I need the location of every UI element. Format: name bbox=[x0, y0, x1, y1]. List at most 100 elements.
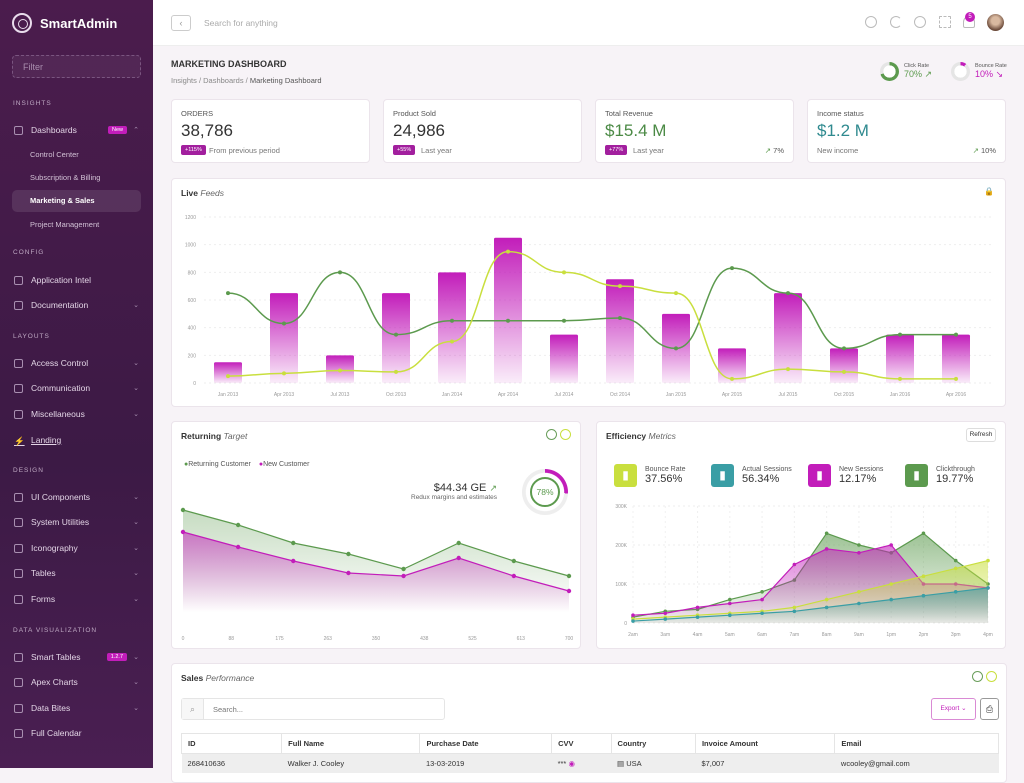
sidebar-item-landing[interactable]: ⚡ Landing bbox=[14, 435, 62, 446]
moon-icon[interactable] bbox=[890, 16, 902, 28]
fullscreen-icon[interactable] bbox=[939, 16, 951, 28]
data-point bbox=[338, 270, 342, 275]
data-point bbox=[506, 249, 510, 254]
table-row[interactable]: 268410636 Walker J. Cooley 13-03-2019 **… bbox=[181, 753, 999, 773]
kpi-total-revenue: Total Revenue $15.4 M +77% Last year ↗ 7% bbox=[595, 99, 794, 163]
bar bbox=[942, 334, 970, 383]
global-search-input[interactable]: Search for anything bbox=[204, 18, 278, 28]
y-tick-label: 200 bbox=[188, 353, 197, 359]
chat-icon bbox=[14, 383, 23, 393]
col-country[interactable]: Country bbox=[610, 733, 696, 754]
apps-icon[interactable] bbox=[914, 16, 926, 28]
avatar[interactable] bbox=[987, 14, 1004, 31]
sidebar-item-tables[interactable]: Tables ⌄ bbox=[0, 562, 153, 584]
table-search[interactable]: ⌕ Search... bbox=[181, 698, 445, 720]
sidebar-item-access-control[interactable]: Access Control ⌄ bbox=[0, 352, 153, 374]
brand[interactable]: SmartAdmin bbox=[0, 0, 153, 46]
y-tick-label: 100K bbox=[615, 582, 627, 588]
collapse-sidebar-button[interactable]: ‹ bbox=[171, 15, 191, 31]
col-cvv[interactable]: CVV bbox=[551, 733, 612, 754]
data-point bbox=[857, 601, 861, 606]
export-button[interactable]: Export ⌄ bbox=[931, 698, 976, 720]
sidebar-item-ui-components[interactable]: UI Components ⌄ bbox=[0, 486, 153, 508]
col-id[interactable]: ID bbox=[180, 733, 283, 754]
bar bbox=[718, 348, 746, 383]
sidebar-item-miscellaneous[interactable]: Miscellaneous ⌄ bbox=[0, 403, 153, 425]
eye-icon[interactable]: ◉ bbox=[568, 759, 575, 768]
x-tick-label: 525 bbox=[468, 636, 477, 642]
sidebar-item-apex-charts[interactable]: Apex Charts ⌄ bbox=[0, 671, 153, 693]
sidebar-item-subscription[interactable]: Subscription & Billing bbox=[30, 173, 101, 182]
data-point bbox=[730, 266, 734, 271]
collapse-button[interactable] bbox=[546, 429, 557, 440]
sidebar-item-system-utilities[interactable]: System Utilities ⌄ bbox=[0, 511, 153, 533]
breadcrumb-dashboards[interactable]: Dashboards bbox=[203, 76, 244, 85]
fullscreen-button[interactable] bbox=[986, 671, 997, 682]
x-tick-label: 88 bbox=[228, 636, 234, 642]
x-tick-label: 3am bbox=[660, 632, 670, 638]
sidebar-item-communication[interactable]: Communication ⌄ bbox=[0, 377, 153, 399]
data-point bbox=[728, 601, 732, 606]
sales-performance-panel: Sales Performance ⌕ Search... Export ⌄ ⎙… bbox=[171, 663, 1007, 783]
data-point bbox=[618, 315, 622, 320]
data-point bbox=[792, 605, 797, 610]
bounce-rate-donut bbox=[951, 62, 970, 81]
refresh-button[interactable]: Refresh bbox=[966, 428, 996, 442]
col-purchase-date[interactable]: Purchase Date bbox=[419, 733, 553, 754]
live-feeds-panel: Live Feeds 🔒 0 200 400 600 800 1000 1200 Jan 20… bbox=[171, 178, 1006, 407]
sidebar-filter-input[interactable]: Filter bbox=[12, 55, 141, 78]
x-tick-label: 9am bbox=[854, 632, 864, 638]
sidebar-item-forms[interactable]: Forms ⌄ bbox=[0, 588, 153, 610]
apps-icon bbox=[14, 703, 23, 713]
data-point bbox=[728, 597, 732, 602]
data-point bbox=[674, 346, 678, 351]
collapse-button[interactable] bbox=[972, 671, 983, 682]
sidebar-item-data-bites[interactable]: Data Bites ⌄ bbox=[0, 697, 153, 719]
sidebar-item-control-center[interactable]: Control Center bbox=[30, 150, 79, 159]
col-full-name[interactable]: Full Name bbox=[281, 733, 421, 754]
bar bbox=[438, 272, 466, 383]
bar bbox=[214, 362, 242, 383]
sidebar-item-marketing-sales[interactable]: Marketing & Sales bbox=[12, 190, 141, 212]
sidebar-item-smart-tables[interactable]: Smart Tables 1.2.7 ⌄ bbox=[0, 646, 153, 668]
chevron-down-icon: ⌄ bbox=[133, 302, 139, 309]
click-rate: Click Rate 70% ↗ bbox=[880, 62, 932, 81]
data-point bbox=[889, 543, 893, 547]
data-point bbox=[953, 558, 958, 563]
misc-icon bbox=[14, 409, 23, 419]
data-point bbox=[346, 551, 351, 557]
x-tick-label: Jul 2015 bbox=[779, 392, 798, 398]
data-point bbox=[921, 593, 926, 598]
print-button[interactable]: ⎙ bbox=[980, 698, 999, 720]
chevron-down-icon: ⌄ bbox=[133, 570, 139, 577]
settings-icon[interactable] bbox=[865, 16, 877, 28]
col-invoice-amount[interactable]: Invoice Amount bbox=[694, 733, 836, 754]
breadcrumb-insights[interactable]: Insights bbox=[171, 76, 197, 85]
data-point bbox=[226, 291, 230, 296]
sidebar-item-project-management[interactable]: Project Management bbox=[30, 220, 100, 229]
series-area bbox=[183, 532, 569, 612]
fullscreen-button[interactable] bbox=[560, 429, 571, 440]
sidebar-item-iconography[interactable]: Iconography ⌄ bbox=[0, 537, 153, 559]
sidebar-item-application-intel[interactable]: Application Intel bbox=[0, 269, 153, 291]
trend-down-icon: ↘ bbox=[995, 69, 1004, 79]
page-title: MARKETING DASHBOARD bbox=[171, 59, 287, 69]
sidebar-item-documentation[interactable]: Documentation ⌄ bbox=[0, 294, 153, 316]
data-point bbox=[394, 369, 398, 374]
chevron-down-icon: ⌄ bbox=[133, 360, 139, 367]
x-tick-label: 175 bbox=[275, 636, 284, 642]
col-email[interactable]: Email bbox=[834, 733, 999, 754]
data-point bbox=[291, 540, 296, 546]
table-search-input[interactable]: Search... bbox=[213, 705, 244, 714]
trend-up-icon: ↗ bbox=[764, 146, 772, 155]
data-point bbox=[730, 376, 734, 381]
data-point bbox=[857, 551, 861, 555]
bar-chart-icon: ▮ bbox=[808, 464, 831, 487]
lock-icon[interactable]: 🔒 bbox=[984, 187, 994, 196]
us-flag-icon: ▤ bbox=[617, 759, 625, 768]
x-tick-label: Oct 2013 bbox=[386, 392, 407, 398]
lock-icon bbox=[14, 358, 23, 368]
sidebar-item-full-calendar[interactable]: Full Calendar bbox=[0, 722, 153, 744]
sidebar-item-dashboards[interactable]: Dashboards New ⌃ bbox=[0, 119, 153, 141]
data-point bbox=[889, 597, 893, 602]
